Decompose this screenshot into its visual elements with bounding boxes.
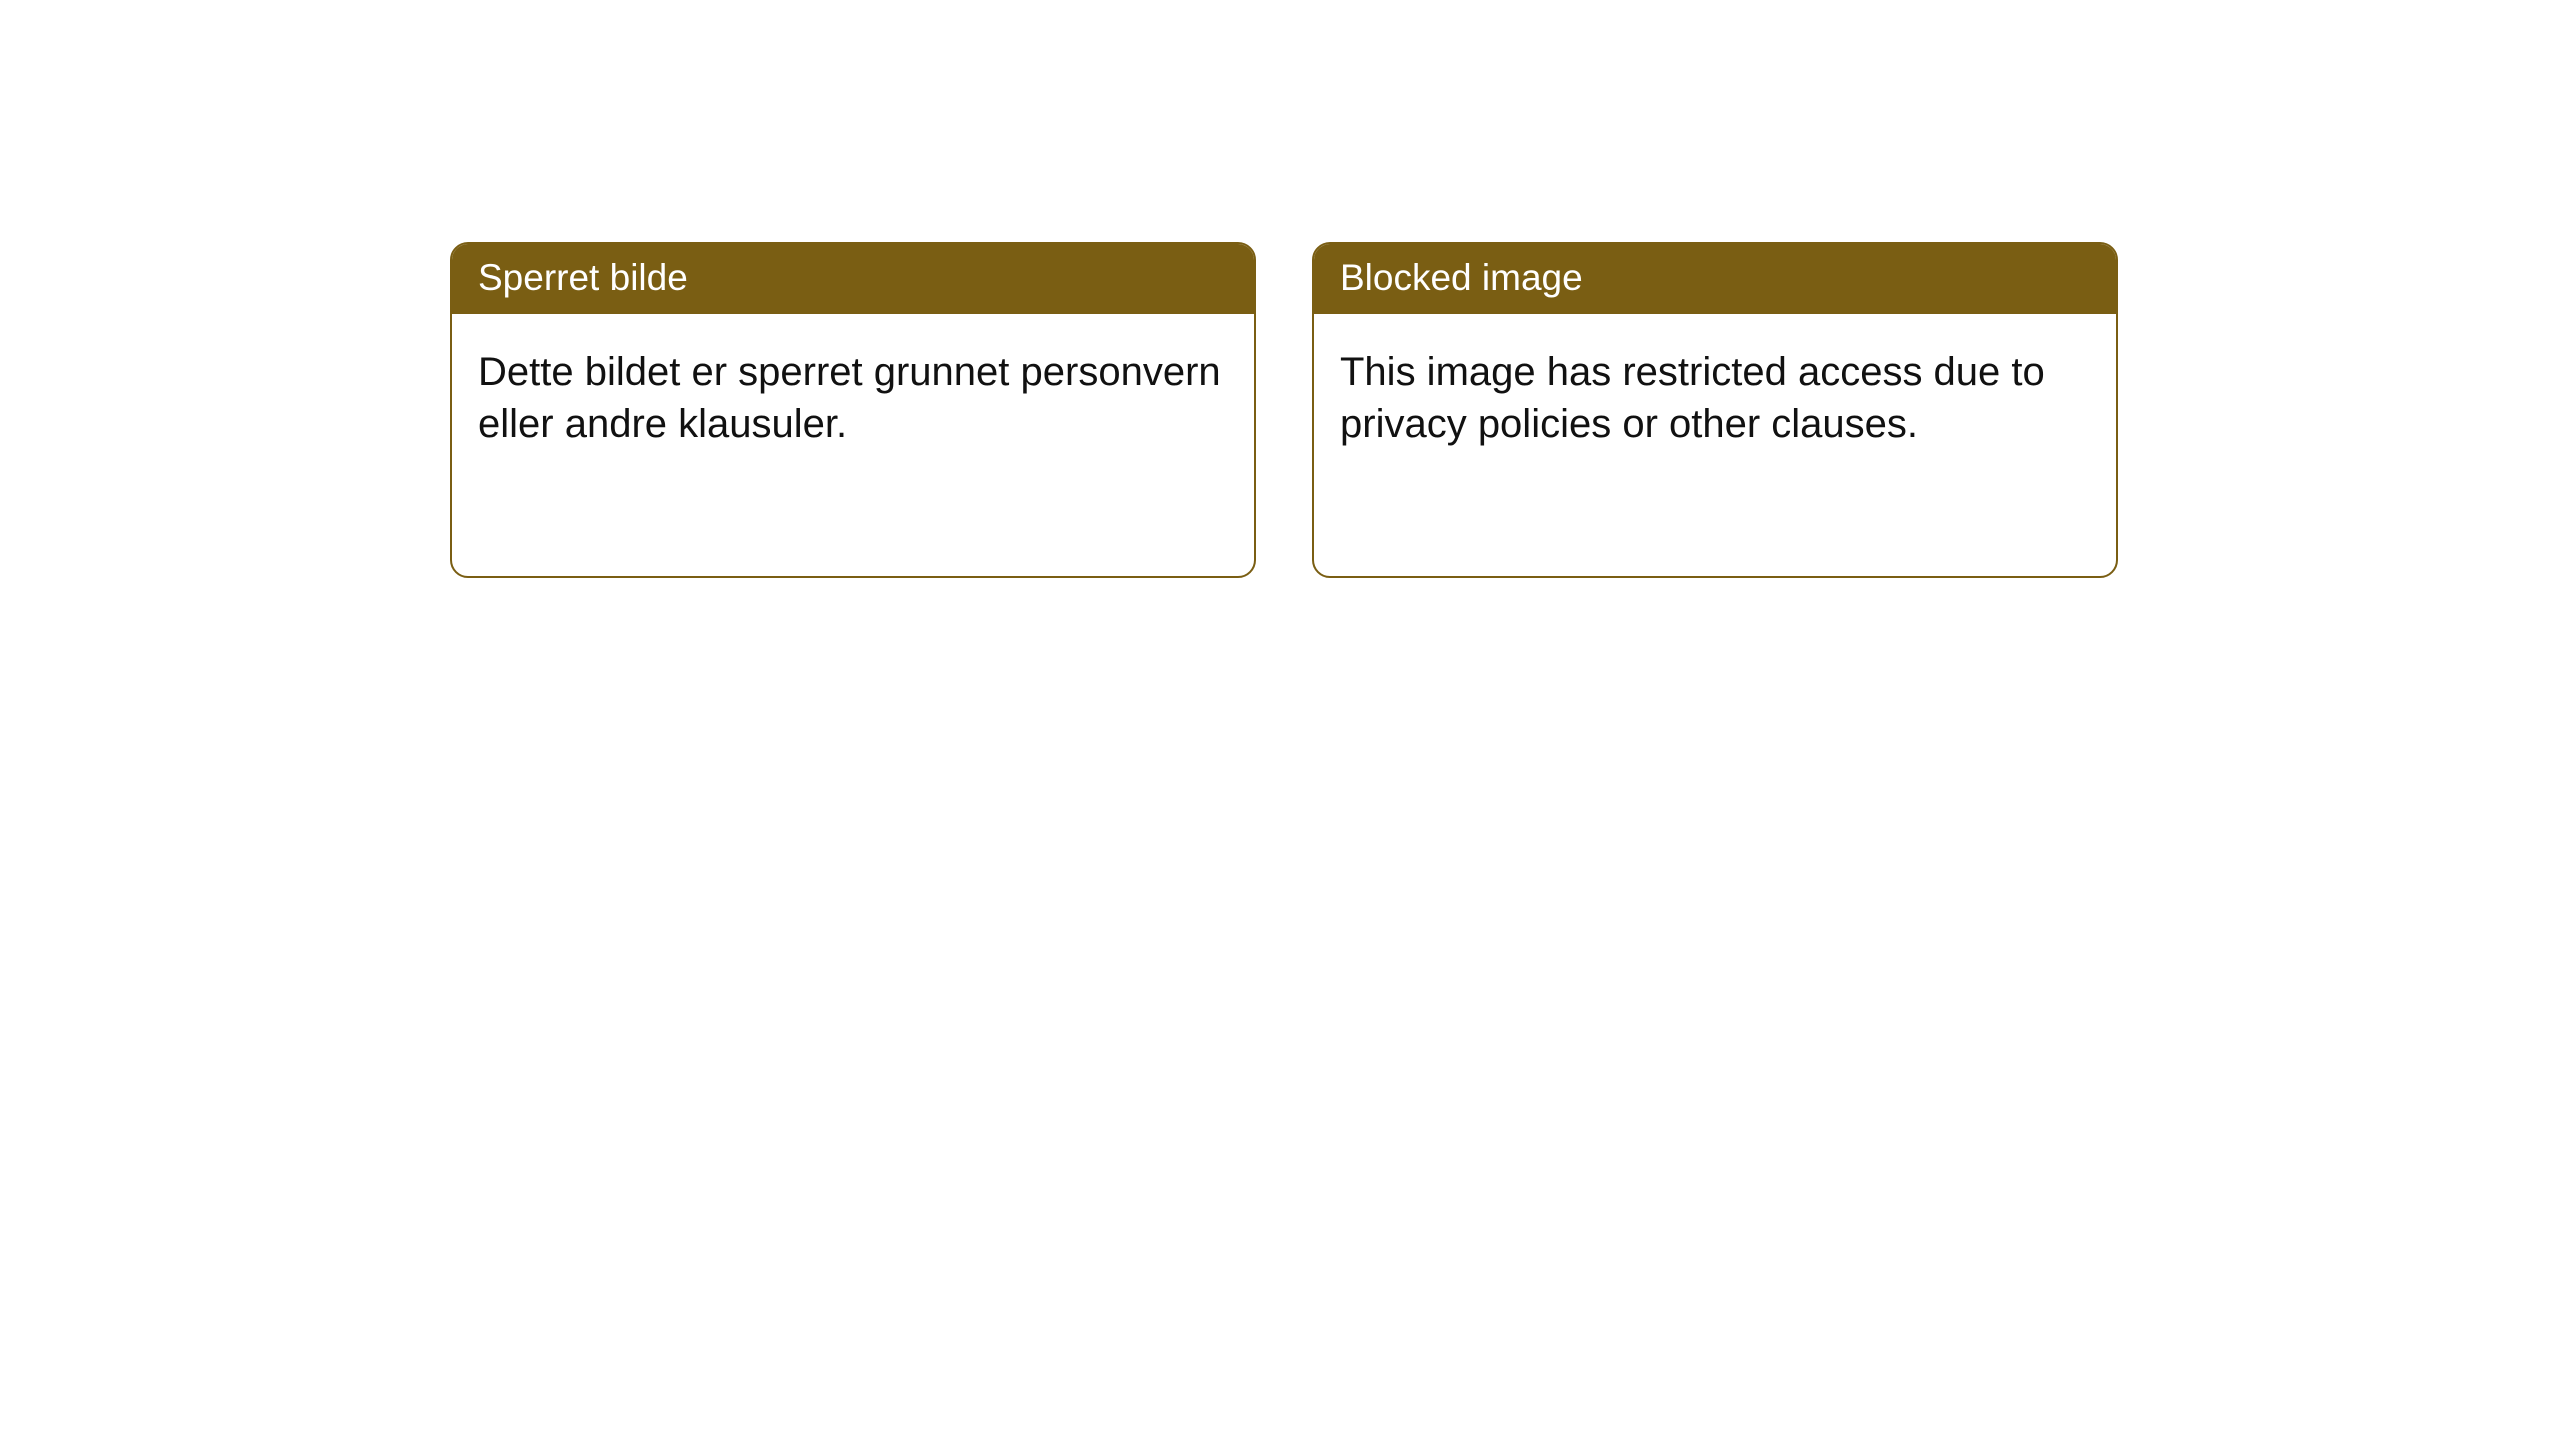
panel-body-text-en: This image has restricted access due to … <box>1340 350 2045 446</box>
panels-container: Sperret bilde Dette bildet er sperret gr… <box>0 0 2560 578</box>
panel-body-en: This image has restricted access due to … <box>1314 314 2116 482</box>
blocked-image-panel-en: Blocked image This image has restricted … <box>1312 242 2118 578</box>
panel-body-text-no: Dette bildet er sperret grunnet personve… <box>478 350 1221 446</box>
blocked-image-panel-no: Sperret bilde Dette bildet er sperret gr… <box>450 242 1256 578</box>
panel-title-en: Blocked image <box>1340 257 1583 298</box>
panel-body-no: Dette bildet er sperret grunnet personve… <box>452 314 1254 482</box>
panel-title-no: Sperret bilde <box>478 257 688 298</box>
panel-header-en: Blocked image <box>1314 244 2116 314</box>
panel-header-no: Sperret bilde <box>452 244 1254 314</box>
